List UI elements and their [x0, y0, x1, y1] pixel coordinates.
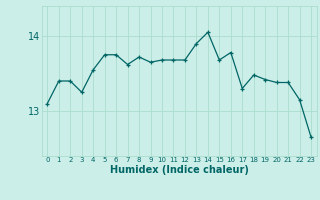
X-axis label: Humidex (Indice chaleur): Humidex (Indice chaleur)	[110, 165, 249, 175]
